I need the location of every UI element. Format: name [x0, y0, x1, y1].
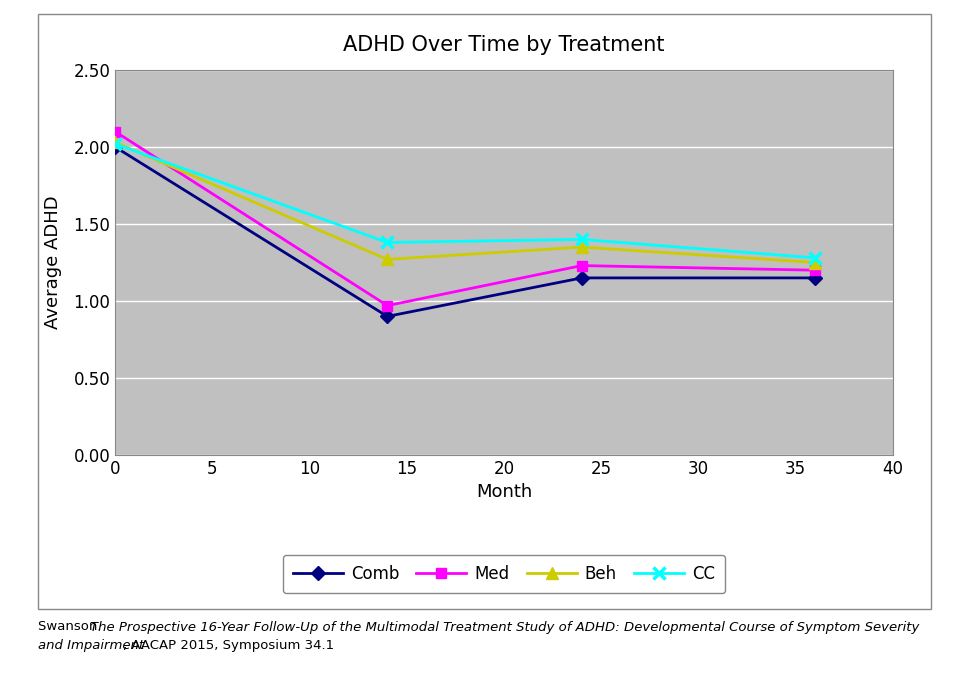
X-axis label: Month: Month: [476, 484, 532, 501]
Beh: [109, 138, 121, 146]
Title: ADHD Over Time by Treatment: ADHD Over Time by Treatment: [344, 34, 664, 55]
Beh: [382, 256, 394, 264]
Text: , AACAP 2015, Symposium 34.1: , AACAP 2015, Symposium 34.1: [123, 639, 334, 652]
Med: [109, 127, 121, 136]
Beh: [576, 243, 588, 251]
Med: [576, 261, 588, 270]
Text: Swanson.: Swanson.: [38, 620, 107, 634]
Y-axis label: Average ADHD: Average ADHD: [44, 196, 62, 329]
CC: [576, 235, 588, 244]
Comb: [576, 274, 588, 282]
Comb: [809, 274, 821, 282]
Med: [382, 302, 394, 310]
CC: [809, 253, 821, 262]
Med: [809, 266, 821, 274]
Legend: Comb, Med, Beh, CC: Comb, Med, Beh, CC: [283, 555, 725, 593]
Text: and Impairment: and Impairment: [38, 639, 145, 652]
Line: Med: Med: [110, 127, 820, 311]
CC: [382, 238, 394, 246]
Line: Beh: Beh: [109, 136, 821, 268]
Line: CC: CC: [108, 138, 822, 264]
Comb: [109, 143, 121, 151]
Text: The Prospective 16-Year Follow-Up of the Multimodal Treatment Study of ADHD: Dev: The Prospective 16-Year Follow-Up of the…: [90, 620, 920, 634]
Comb: [382, 312, 394, 321]
Beh: [809, 258, 821, 267]
CC: [109, 140, 121, 148]
Line: Comb: Comb: [110, 142, 820, 321]
